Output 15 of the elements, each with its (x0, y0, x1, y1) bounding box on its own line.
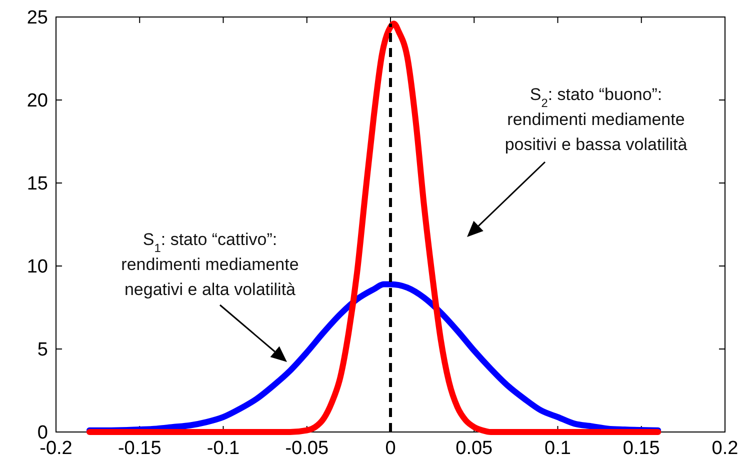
y-tick-label: 25 (26, 8, 48, 29)
annotation: S$_{2}$: stato “buono”: rendimenti mediamente positivi e bassa volatilità (504, 85, 688, 154)
x-tick-label: 0.05 (456, 438, 493, 459)
annotation: S$_{1}$: stato “cattivo”: rendimenti mediamente negativi e alta volatilità (121, 230, 299, 299)
x-tick-label: 0.2 (712, 438, 738, 459)
x-tick-label: 0.1 (544, 438, 571, 459)
y-tick-label: 10 (26, 256, 48, 278)
x-tick-label: -0.15 (118, 438, 162, 459)
x-tick-label: 0 (385, 438, 396, 459)
y-tick-label: 20 (26, 90, 48, 112)
x-tick-label: 0.15 (622, 438, 660, 459)
x-tick-label: -0.1 (206, 438, 240, 459)
x-tick-label: -0.05 (285, 438, 329, 459)
y-tick-label: 15 (26, 174, 48, 195)
y-tick-label: 5 (37, 340, 48, 361)
